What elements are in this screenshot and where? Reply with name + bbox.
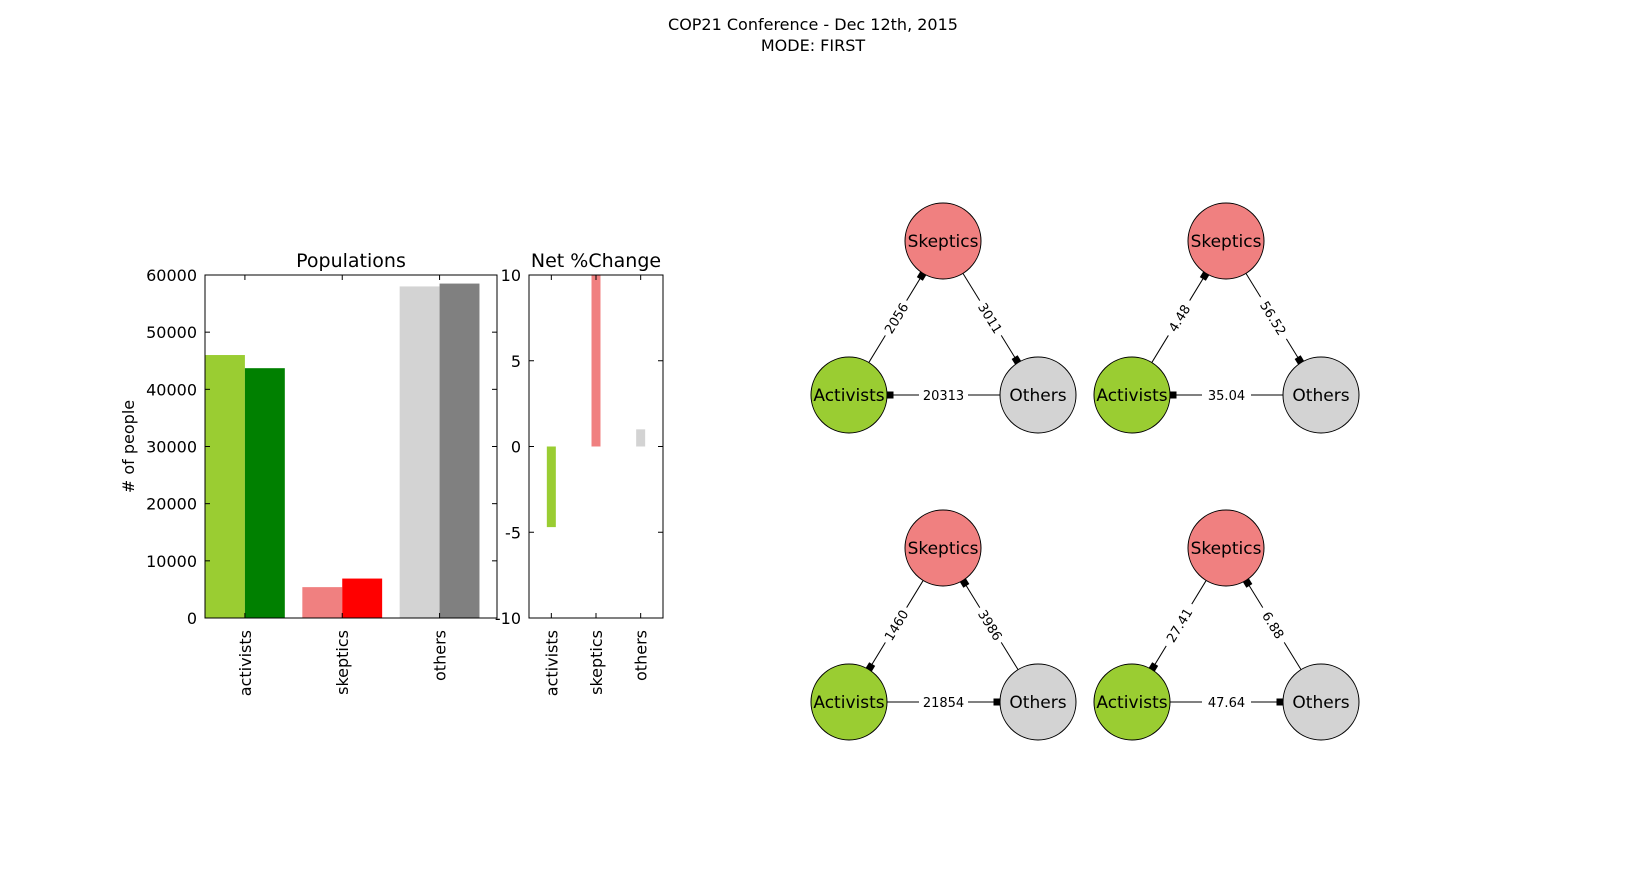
netchange-y-tick-label: 10	[501, 266, 521, 285]
populations-y-tick-label: 20000	[146, 495, 197, 514]
node-skeptics	[1187, 509, 1265, 587]
populations-x-tick-label: skeptics	[333, 630, 352, 695]
edge-arrowhead	[1276, 698, 1284, 706]
node-others	[999, 663, 1077, 741]
populations-title: Populations	[296, 250, 406, 272]
edge-label-group: 3011	[972, 295, 1009, 341]
edge-label-group: 4.48	[1160, 295, 1198, 341]
edge-label-bg	[877, 295, 915, 341]
edge-arrowhead	[886, 391, 894, 399]
edge-label-bg	[919, 693, 968, 711]
node-others	[999, 356, 1077, 434]
netchange-y-tick-label: -5	[505, 523, 521, 542]
edge-label-bg	[1202, 693, 1251, 711]
populations-y-tick-label: 30000	[146, 438, 197, 457]
node-others	[1282, 356, 1360, 434]
netchange-x-tick-label: others	[632, 630, 651, 681]
populations-x-tick-label: others	[431, 630, 450, 681]
populations-bar-skeptics-1	[302, 587, 343, 618]
node-label-skeptics: Skeptics	[908, 232, 979, 252]
node-activists	[1093, 663, 1171, 741]
figure-subtitle: MODE: FIRST	[760, 36, 866, 55]
edge-label-group: 47.64	[1202, 693, 1251, 711]
populations-bar-others-2	[439, 283, 480, 618]
populations-bar-activists-2	[244, 368, 285, 618]
edge-label-group: 1460	[877, 602, 915, 648]
node-label-others: Others	[1292, 693, 1349, 713]
node-label-activists: Activists	[813, 693, 884, 713]
netchange-y-tick-label: 5	[511, 352, 521, 371]
edge-label-bg	[1252, 292, 1295, 344]
populations-y-tick-label: 40000	[146, 380, 197, 399]
edge-label: 35.04	[1208, 389, 1245, 404]
node-skeptics	[904, 202, 982, 280]
figure-title: COP21 Conference - Dec 12th, 2015	[668, 15, 958, 34]
edge-arrowhead	[993, 698, 1001, 706]
node-activists	[1093, 356, 1171, 434]
netchange-bar-others	[636, 429, 646, 447]
node-label-activists: Activists	[1096, 386, 1167, 406]
node-label-activists: Activists	[1096, 693, 1167, 713]
populations-bar-others-1	[399, 286, 440, 618]
netchange-x-tick-label: activists	[542, 630, 561, 696]
populations-bar-activists-1	[205, 355, 245, 618]
edge-label-bg	[972, 602, 1009, 648]
edge-label-bg	[877, 602, 915, 648]
populations-x-tick-label: activists	[236, 630, 255, 696]
edge-label-group: 27.41	[1158, 599, 1200, 651]
edge-label-bg	[972, 295, 1009, 341]
node-skeptics	[1187, 202, 1265, 280]
edge-label-bg	[1202, 386, 1251, 404]
edge-label-bg	[1158, 599, 1200, 651]
populations-y-tick-label: 60000	[146, 266, 197, 285]
edge-label-group: 21854	[919, 693, 968, 711]
node-activists	[810, 356, 888, 434]
edge-label-group: 20313	[919, 386, 968, 404]
edge-arrowhead	[1169, 391, 1177, 399]
node-label-others: Others	[1292, 386, 1349, 406]
node-activists	[810, 663, 888, 741]
edge-label: 21854	[923, 696, 964, 711]
netchange-y-tick-label: -10	[495, 609, 521, 628]
populations-y-tick-label: 50000	[146, 323, 197, 342]
populations-y-tick-label: 0	[187, 609, 197, 628]
node-label-activists: Activists	[813, 386, 884, 406]
edge-label-bg	[919, 386, 968, 404]
node-skeptics	[904, 509, 982, 587]
netchange-title: Net %Change	[531, 250, 661, 272]
node-label-others: Others	[1009, 693, 1066, 713]
node-label-skeptics: Skeptics	[908, 539, 979, 559]
node-label-others: Others	[1009, 386, 1066, 406]
node-label-skeptics: Skeptics	[1191, 232, 1262, 252]
netchange-x-tick-label: skeptics	[587, 630, 606, 695]
edge-label-group: 3986	[972, 602, 1009, 648]
netchange-y-tick-label: 0	[511, 438, 521, 457]
edge-label-bg	[1160, 295, 1198, 341]
edge-label: 47.64	[1208, 696, 1245, 711]
edge-label-group: 56.52	[1252, 292, 1295, 344]
node-others	[1282, 663, 1360, 741]
netchange-bar-skeptics	[591, 275, 601, 447]
edge-label-group: 6.88	[1255, 602, 1292, 648]
netchange-bar-activists	[546, 446, 556, 528]
populations-y-tick-label: 10000	[146, 552, 197, 571]
populations-bar-skeptics-2	[342, 578, 383, 618]
edge-label-bg	[1255, 602, 1292, 648]
node-label-skeptics: Skeptics	[1191, 539, 1262, 559]
populations-y-axis-label: # of people	[119, 400, 138, 493]
edge-label-group: 35.04	[1202, 386, 1251, 404]
edge-label-group: 2056	[877, 295, 915, 341]
edge-label: 20313	[923, 389, 964, 404]
